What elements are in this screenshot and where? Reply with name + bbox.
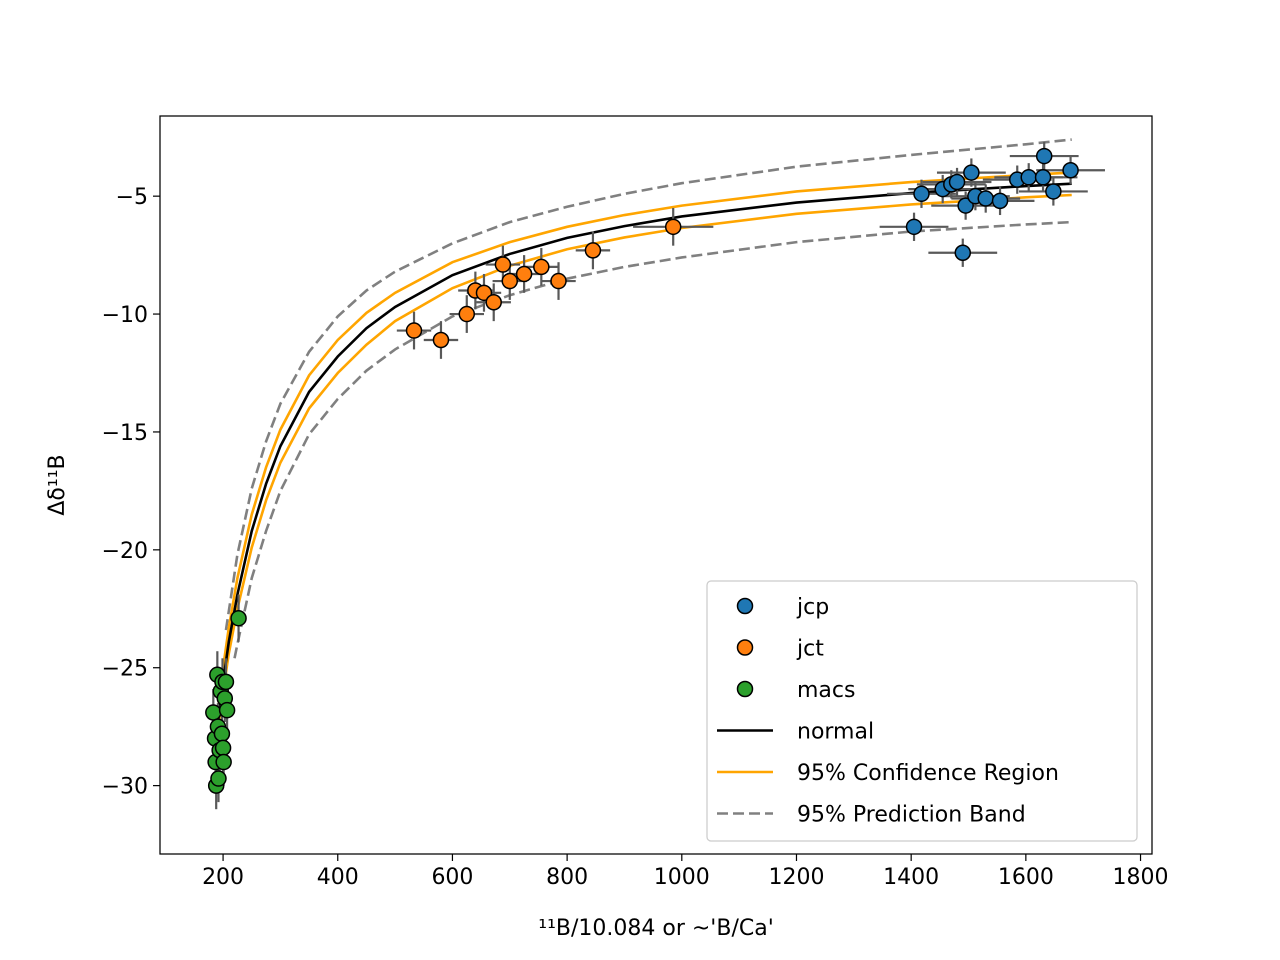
- jcp-point: [963, 164, 980, 181]
- jct-point: [405, 322, 423, 339]
- macs-point: [210, 770, 227, 787]
- jct-point: [485, 294, 502, 311]
- jcp-point: [1062, 161, 1079, 179]
- jcp-point: [977, 190, 994, 207]
- x-tick-label: 1000: [654, 865, 710, 890]
- x-tick-label: 1400: [883, 865, 939, 890]
- legend-jct-label: jct: [796, 637, 824, 662]
- data-points: [205, 147, 1079, 794]
- jct-point: [533, 258, 550, 276]
- legend-95-prediction-band-label: 95% Prediction Band: [797, 803, 1026, 828]
- legend-jcp-label: jcp: [796, 595, 829, 620]
- macs-point: [214, 739, 232, 757]
- jct-point: [584, 242, 602, 259]
- jct-point: [458, 305, 476, 323]
- x-tick-label: 1200: [768, 865, 824, 890]
- 95-prediction-band-line-1: [233, 220, 1072, 659]
- jct-point: [501, 272, 519, 290]
- fit-lines: [212, 138, 1072, 765]
- jcp-point: [948, 173, 966, 191]
- jcp-point: [1034, 169, 1052, 186]
- jcp-point: [1020, 169, 1037, 186]
- y-tick-label: −15: [102, 421, 148, 446]
- macs-point: [213, 725, 231, 743]
- legend-95-confidence-region-label: 95% Confidence Region: [797, 761, 1059, 786]
- y-tick-label: −5: [116, 185, 148, 210]
- y-tick-label: −20: [102, 539, 148, 564]
- legend-normal-label: normal: [797, 720, 874, 745]
- 95-confidence-region-line-1: [212, 193, 1072, 765]
- jct-point: [664, 218, 682, 236]
- macs-point: [217, 673, 235, 691]
- jct-point: [432, 331, 450, 349]
- jcp-point: [1035, 147, 1053, 165]
- macs-point: [218, 701, 236, 719]
- legend-frame: [706, 580, 1138, 842]
- y-tick-label: −25: [102, 657, 148, 682]
- y-axis-ticks: −30 −25 −20 −15 −10 −5: [102, 185, 160, 800]
- macs-point: [215, 753, 232, 771]
- jcp-point: [1045, 183, 1062, 200]
- 95-confidence-region-line-0: [212, 171, 1072, 753]
- macs-point: [205, 704, 222, 721]
- x-tick-label: 600: [431, 865, 473, 890]
- legend-macs-label: macs: [797, 678, 855, 703]
- jcp-point: [954, 244, 972, 262]
- x-tick-label: 1600: [998, 865, 1054, 890]
- jct-point: [515, 265, 533, 283]
- y-axis-label: Δδ¹¹B: [45, 454, 70, 515]
- normal-line-0: [212, 182, 1072, 760]
- jct-point: [550, 272, 567, 290]
- x-tick-label: 800: [546, 865, 588, 890]
- x-axis-ticks: 200 400 600 800 1000 1200 1400 1600 1800: [202, 854, 1169, 890]
- x-tick-label: 200: [202, 865, 244, 890]
- jcp-point: [913, 185, 930, 203]
- legend-macs-marker: [736, 680, 754, 698]
- jct-point: [494, 256, 512, 273]
- macs-point: [230, 609, 247, 627]
- x-tick-label: 1800: [1113, 865, 1169, 890]
- legend-jct-marker: [736, 639, 754, 656]
- y-tick-label: −30: [102, 775, 148, 800]
- plot-frame: [159, 115, 1153, 855]
- plot-area: [205, 138, 1105, 810]
- x-tick-label: 400: [317, 865, 359, 890]
- x-axis-label: ¹¹B/10.084 or ~'B/Ca': [538, 916, 774, 941]
- jcp-point: [957, 197, 974, 214]
- jcp-point: [991, 192, 1009, 210]
- y-tick-label: −10: [102, 303, 148, 328]
- jcp-point: [905, 218, 923, 236]
- legend: jcp jct macs normal 95% Confidence Region 95%…: [706, 580, 1138, 842]
- jct-point: [475, 284, 493, 302]
- legend-jcp-marker: [736, 597, 754, 615]
